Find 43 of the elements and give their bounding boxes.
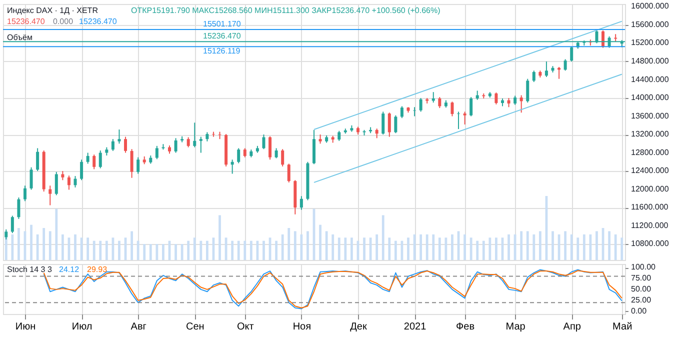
x-tick-label: 2021 bbox=[404, 322, 427, 332]
x-tick-label: Июн bbox=[15, 322, 36, 332]
y-tick-label: 16000.000 bbox=[631, 2, 670, 11]
x-tick-label: Июл bbox=[72, 322, 92, 332]
y-tick-label: 11600.000 bbox=[631, 202, 669, 212]
y-tick-label: 50.00 bbox=[631, 284, 652, 294]
x-tick-label: Апр bbox=[563, 322, 582, 332]
ref-line-label: 15126.119 bbox=[203, 46, 241, 56]
chart-subtitle: ОТКР15191.790 МАКС15268.560 МИН15111.300 ЗАКР15236.470 +100.560 (+0.66%) bbox=[131, 6, 441, 15]
y-tick-label: 15600.000 bbox=[631, 20, 670, 29]
x-tick-label: Ноя bbox=[292, 322, 312, 332]
annotation: 0.000 bbox=[53, 17, 74, 26]
y-tick-label: 100.00 bbox=[631, 262, 656, 272]
ref-line-label: 15236.470 bbox=[203, 32, 242, 41]
annotation: 29.93 bbox=[87, 265, 108, 274]
annotation: 15236.470 bbox=[79, 17, 118, 26]
y-tick-label: 12800.000 bbox=[631, 148, 670, 157]
annotation: Объём bbox=[7, 33, 32, 42]
x-tick-label: Окт bbox=[236, 322, 254, 332]
x-tick-label: Фев bbox=[456, 322, 475, 332]
x-tick-label: Май bbox=[612, 322, 632, 332]
chart-title: Индекс DAX · 1Д · XETR bbox=[7, 6, 98, 15]
y-tick-label: 11200.000 bbox=[631, 220, 669, 230]
y-tick-label: 15200.000 bbox=[631, 38, 670, 48]
y-tick-label: 25.00 bbox=[631, 295, 652, 304]
x-tick-label: Мар bbox=[506, 322, 526, 332]
y-tick-label: 14000.000 bbox=[631, 93, 670, 102]
x-tick-label: Авг bbox=[130, 322, 147, 332]
y-tick-label: 13200.000 bbox=[631, 130, 670, 139]
y-tick-label: 10800.000 bbox=[631, 239, 670, 248]
y-tick-label: 14800.000 bbox=[631, 56, 670, 66]
y-tick-label: 13600.000 bbox=[631, 111, 670, 120]
y-tick-label: 0.00 bbox=[631, 306, 648, 316]
y-tick-label: 75.00 bbox=[631, 273, 652, 282]
ref-line-label: 15501.170 bbox=[203, 20, 242, 28]
annotation: 15236.470 bbox=[7, 17, 46, 26]
y-tick-label: 12000.000 bbox=[631, 184, 670, 194]
y-tick-label: 14400.000 bbox=[631, 74, 670, 84]
y-tick-label: 12400.000 bbox=[631, 166, 670, 176]
chart-title: Stoch 14 3 3 bbox=[7, 265, 52, 274]
x-tick-label: Сен bbox=[186, 322, 204, 332]
x-tick-label: Дек bbox=[350, 322, 368, 332]
annotation: 24.12 bbox=[59, 265, 80, 274]
